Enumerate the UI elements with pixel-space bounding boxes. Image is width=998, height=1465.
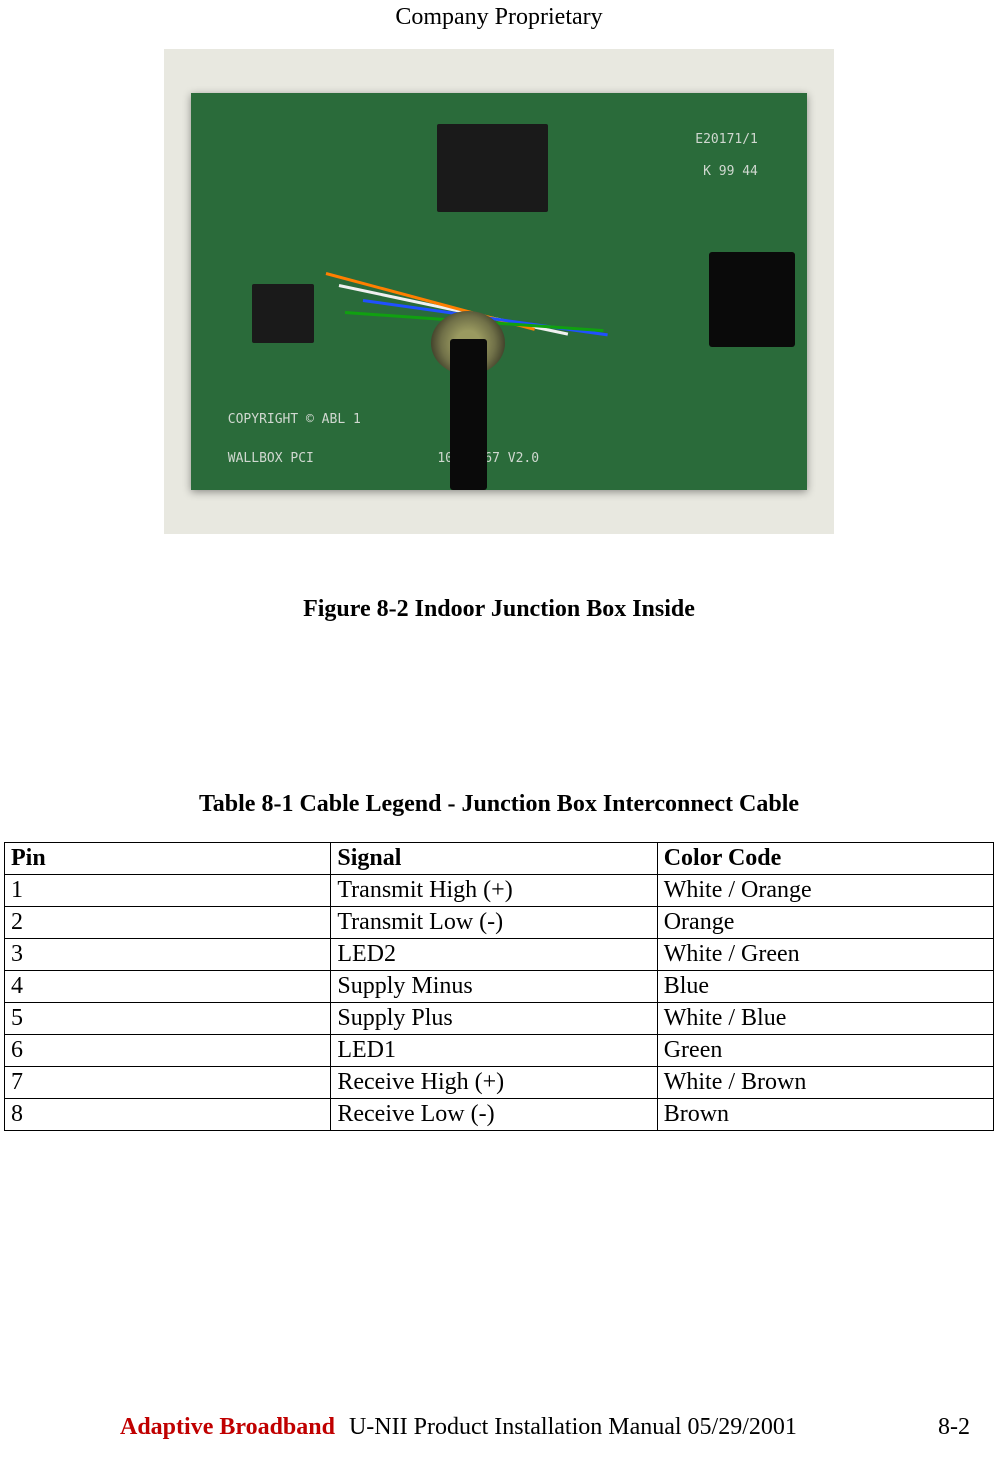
figure-caption: Figure 8-2 Indoor Junction Box Inside: [0, 596, 998, 623]
cell-pin: 1: [5, 875, 331, 907]
table-caption: Table 8-1 Cable Legend - Junction Box In…: [0, 791, 998, 818]
silkscreen-text: WALLBOX PCI: [228, 451, 314, 466]
silkscreen-text: K 99 44: [703, 164, 758, 179]
figure-image: E20171/1 K 99 44 COPYRIGHT © ABL 1 WALLB…: [164, 49, 834, 534]
table-row: 5 Supply Plus White / Blue: [5, 1003, 994, 1035]
cell-pin: 8: [5, 1099, 331, 1131]
table-row: 6 LED1 Green: [5, 1035, 994, 1067]
cell-signal: Receive Low (-): [331, 1099, 657, 1131]
table-row: 4 Supply Minus Blue: [5, 971, 994, 1003]
cell-signal: Receive High (+): [331, 1067, 657, 1099]
cell-color: Brown: [657, 1099, 993, 1131]
cell-color: White / Orange: [657, 875, 993, 907]
connector-icon: [709, 252, 795, 347]
cell-color: Green: [657, 1035, 993, 1067]
cell-signal: LED1: [331, 1035, 657, 1067]
cell-pin: 4: [5, 971, 331, 1003]
table-row: 7 Receive High (+) White / Brown: [5, 1067, 994, 1099]
footer-brand: Adaptive Broadband: [120, 1414, 335, 1441]
cell-color: Blue: [657, 971, 993, 1003]
table-header-row: Pin Signal Color Code: [5, 843, 994, 875]
cell-color: White / Brown: [657, 1067, 993, 1099]
chip-icon: [437, 124, 548, 211]
cable-icon: [450, 339, 487, 490]
cell-signal: Supply Plus: [331, 1003, 657, 1035]
column-header-pin: Pin: [5, 843, 331, 875]
cell-color: White / Blue: [657, 1003, 993, 1035]
cell-pin: 3: [5, 939, 331, 971]
table-body: 1 Transmit High (+) White / Orange 2 Tra…: [5, 875, 994, 1131]
silkscreen-text: COPYRIGHT © ABL 1: [228, 412, 361, 427]
cable-legend-table: Pin Signal Color Code 1 Transmit High (+…: [4, 842, 994, 1131]
page-footer: Adaptive Broadband U-NII Product Install…: [0, 1414, 998, 1441]
column-header-color: Color Code: [657, 843, 993, 875]
cell-pin: 6: [5, 1035, 331, 1067]
header-classification: Company Proprietary: [0, 0, 998, 31]
cell-signal: Transmit Low (-): [331, 907, 657, 939]
silkscreen-text: E20171/1: [695, 132, 758, 147]
cell-signal: LED2: [331, 939, 657, 971]
document-page: Company Proprietary E20171/1 K 99 44 COP…: [0, 0, 998, 1465]
cell-signal: Transmit High (+): [331, 875, 657, 907]
footer-title: U-NII Product Installation Manual 05/29/…: [349, 1414, 797, 1441]
cell-pin: 7: [5, 1067, 331, 1099]
pcb-board: E20171/1 K 99 44 COPYRIGHT © ABL 1 WALLB…: [191, 93, 807, 491]
cell-signal: Supply Minus: [331, 971, 657, 1003]
cell-pin: 5: [5, 1003, 331, 1035]
footer-page-number: 8-2: [938, 1414, 970, 1441]
column-header-signal: Signal: [331, 843, 657, 875]
chip-icon: [252, 284, 314, 344]
table-row: 3 LED2 White / Green: [5, 939, 994, 971]
table-row: 1 Transmit High (+) White / Orange: [5, 875, 994, 907]
cell-color: White / Green: [657, 939, 993, 971]
cell-pin: 2: [5, 907, 331, 939]
cell-color: Orange: [657, 907, 993, 939]
table-row: 8 Receive Low (-) Brown: [5, 1099, 994, 1131]
table-row: 2 Transmit Low (-) Orange: [5, 907, 994, 939]
